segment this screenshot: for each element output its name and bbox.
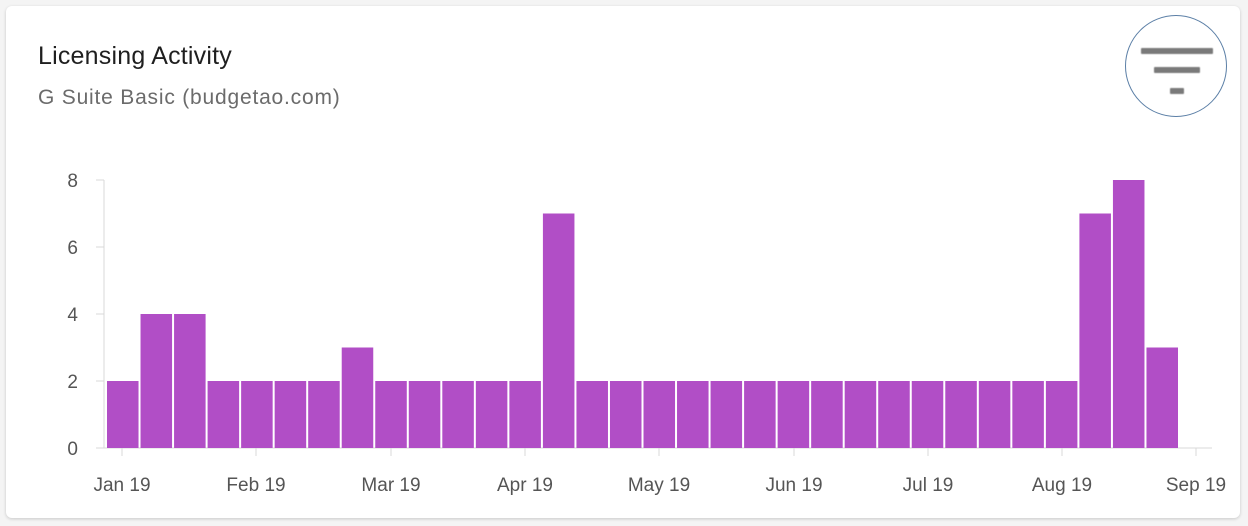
bar[interactable]: [174, 314, 206, 448]
x-tick-label: May 19: [628, 475, 690, 496]
bar[interactable]: [911, 381, 944, 448]
bar[interactable]: [542, 213, 575, 449]
bar[interactable]: [241, 381, 273, 448]
x-tick-label: Mar 19: [361, 475, 420, 496]
bar[interactable]: [710, 381, 743, 448]
bar[interactable]: [609, 381, 642, 448]
bar[interactable]: [744, 381, 776, 448]
y-tick-label: 8: [67, 171, 78, 192]
bar[interactable]: [107, 381, 139, 448]
bar[interactable]: [677, 381, 709, 448]
bar[interactable]: [811, 381, 843, 448]
y-tick-label: 4: [67, 305, 78, 326]
bar[interactable]: [777, 381, 810, 448]
bar[interactable]: [442, 381, 474, 448]
x-axis-ticks: Jan 19 Feb 19 Mar 19 Apr 19 May 19 Jun 19 Jul …: [93, 448, 1226, 496]
bar[interactable]: [945, 381, 977, 448]
x-tick-label: Aug 19: [1032, 475, 1092, 496]
bar[interactable]: [1012, 381, 1044, 448]
bar[interactable]: [844, 381, 877, 448]
y-tick-label: 2: [67, 372, 78, 393]
bar[interactable]: [1079, 213, 1111, 449]
chart-title: Licensing Activity: [38, 42, 232, 70]
bar[interactable]: [1045, 381, 1078, 448]
x-tick-label: Sep 19: [1166, 475, 1226, 496]
y-tick-label: 0: [67, 439, 78, 460]
bar[interactable]: [207, 381, 240, 448]
bar[interactable]: [1112, 180, 1145, 448]
x-tick-label: Feb 19: [226, 475, 285, 496]
bar[interactable]: [643, 381, 676, 448]
bar[interactable]: [341, 347, 374, 449]
x-tick-label: Jul 19: [903, 475, 954, 496]
y-tick-label: 6: [67, 238, 78, 259]
bar[interactable]: [576, 381, 608, 448]
bar[interactable]: [274, 381, 307, 448]
x-tick-label: Apr 19: [497, 475, 553, 496]
y-axis-ticks: 0 2 4 6 8: [67, 171, 104, 460]
bar[interactable]: [978, 381, 1011, 448]
bar[interactable]: [878, 381, 910, 448]
bar[interactable]: [308, 381, 340, 448]
x-tick-label: Jan 19: [93, 475, 150, 496]
bar[interactable]: [408, 381, 441, 448]
bar[interactable]: [375, 381, 407, 448]
bar[interactable]: [1146, 347, 1178, 449]
bar[interactable]: [509, 381, 541, 448]
bar[interactable]: [475, 381, 508, 448]
chart-subtitle: G Suite Basic (budgetao.com): [38, 86, 341, 109]
x-tick-label: Jun 19: [765, 475, 822, 496]
bar[interactable]: [140, 314, 173, 448]
chart-bars: [107, 180, 1178, 448]
filter-button[interactable]: [1125, 15, 1227, 117]
